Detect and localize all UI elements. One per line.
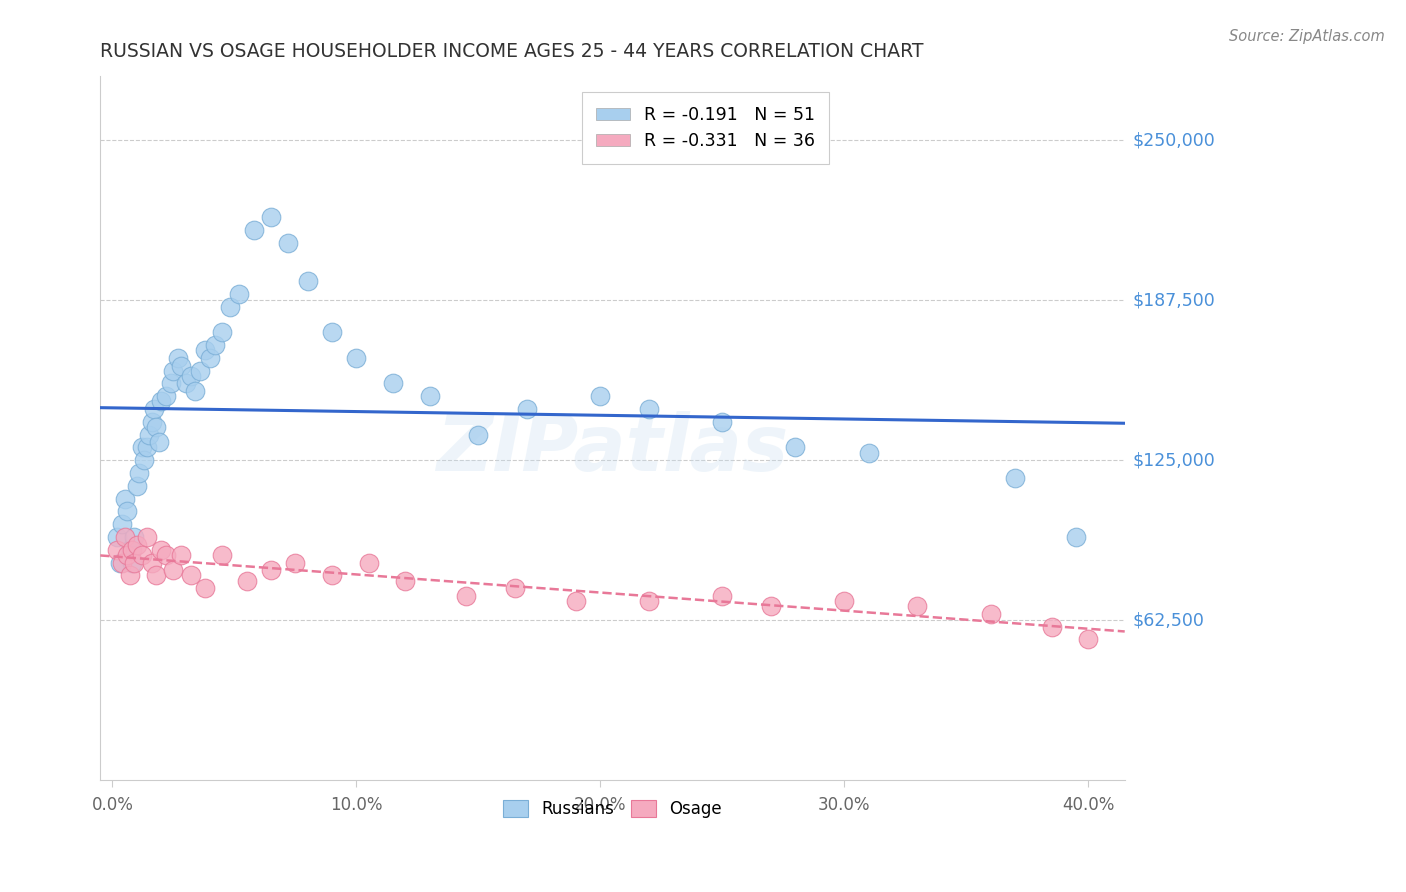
Point bbox=[218, 300, 240, 314]
Point bbox=[321, 325, 343, 339]
Point bbox=[1004, 471, 1026, 485]
Point bbox=[162, 563, 184, 577]
Point bbox=[785, 441, 807, 455]
Point bbox=[1064, 530, 1087, 544]
Point bbox=[135, 441, 157, 455]
Point bbox=[243, 223, 266, 237]
Point bbox=[284, 556, 307, 570]
Point bbox=[145, 568, 167, 582]
Point bbox=[503, 582, 526, 596]
Text: Source: ZipAtlas.com: Source: ZipAtlas.com bbox=[1229, 29, 1385, 44]
Point bbox=[228, 286, 250, 301]
Point bbox=[516, 402, 538, 417]
Point bbox=[980, 607, 1002, 621]
Point bbox=[565, 594, 588, 608]
Point bbox=[184, 384, 207, 398]
Point bbox=[211, 548, 233, 562]
Point bbox=[170, 548, 193, 562]
Point bbox=[135, 530, 157, 544]
Point bbox=[394, 574, 416, 588]
Point bbox=[105, 530, 128, 544]
Point bbox=[105, 542, 128, 557]
Point bbox=[114, 530, 136, 544]
Point bbox=[121, 556, 143, 570]
Point bbox=[125, 479, 148, 493]
Point bbox=[128, 466, 150, 480]
Point bbox=[141, 556, 163, 570]
Point bbox=[759, 599, 782, 614]
Text: $187,500: $187,500 bbox=[1132, 291, 1215, 310]
Point bbox=[321, 568, 343, 582]
Point bbox=[114, 491, 136, 506]
Point bbox=[121, 542, 143, 557]
Text: RUSSIAN VS OSAGE HOUSEHOLDER INCOME AGES 25 - 44 YEARS CORRELATION CHART: RUSSIAN VS OSAGE HOUSEHOLDER INCOME AGES… bbox=[100, 42, 924, 61]
Point bbox=[260, 563, 283, 577]
Point bbox=[382, 376, 405, 391]
Point bbox=[115, 548, 138, 562]
Text: $125,000: $125,000 bbox=[1132, 451, 1215, 469]
Point bbox=[180, 568, 202, 582]
Point bbox=[155, 389, 177, 403]
Point bbox=[111, 517, 134, 532]
Point bbox=[589, 389, 612, 403]
Point bbox=[1077, 632, 1099, 647]
Point bbox=[141, 415, 163, 429]
Point bbox=[198, 351, 221, 365]
Point bbox=[134, 453, 156, 467]
Point bbox=[419, 389, 441, 403]
Point bbox=[1040, 620, 1063, 634]
Point bbox=[638, 594, 661, 608]
Point bbox=[118, 568, 141, 582]
Point bbox=[125, 538, 148, 552]
Point bbox=[167, 351, 190, 365]
Point bbox=[170, 359, 193, 373]
Point bbox=[357, 556, 380, 570]
Point bbox=[297, 274, 319, 288]
Point bbox=[124, 556, 146, 570]
Point bbox=[194, 582, 217, 596]
Text: ZIPatlas: ZIPatlas bbox=[436, 411, 789, 487]
Point bbox=[115, 504, 138, 518]
Point bbox=[108, 556, 131, 570]
Text: $62,500: $62,500 bbox=[1132, 611, 1204, 629]
Point bbox=[905, 599, 928, 614]
Point bbox=[467, 427, 489, 442]
Point bbox=[344, 351, 367, 365]
Point bbox=[162, 364, 184, 378]
Legend: Russians, Osage: Russians, Osage bbox=[496, 793, 728, 825]
Point bbox=[180, 368, 202, 383]
Point bbox=[155, 548, 177, 562]
Text: $250,000: $250,000 bbox=[1132, 131, 1215, 149]
Point bbox=[111, 556, 134, 570]
Point bbox=[124, 530, 146, 544]
Point bbox=[150, 542, 173, 557]
Point bbox=[174, 376, 197, 391]
Point bbox=[711, 415, 734, 429]
Point bbox=[832, 594, 855, 608]
Point bbox=[194, 343, 217, 358]
Point bbox=[148, 435, 170, 450]
Point bbox=[204, 338, 226, 352]
Point bbox=[145, 420, 167, 434]
Point bbox=[211, 325, 233, 339]
Point bbox=[131, 441, 153, 455]
Point bbox=[456, 589, 478, 603]
Point bbox=[118, 542, 141, 557]
Point bbox=[277, 235, 299, 250]
Point bbox=[260, 210, 283, 224]
Point bbox=[131, 548, 153, 562]
Point bbox=[858, 445, 880, 459]
Point bbox=[711, 589, 734, 603]
Point bbox=[188, 364, 211, 378]
Point bbox=[150, 394, 173, 409]
Point bbox=[160, 376, 183, 391]
Point bbox=[142, 402, 165, 417]
Point bbox=[235, 574, 257, 588]
Point bbox=[138, 427, 160, 442]
Point bbox=[638, 402, 661, 417]
